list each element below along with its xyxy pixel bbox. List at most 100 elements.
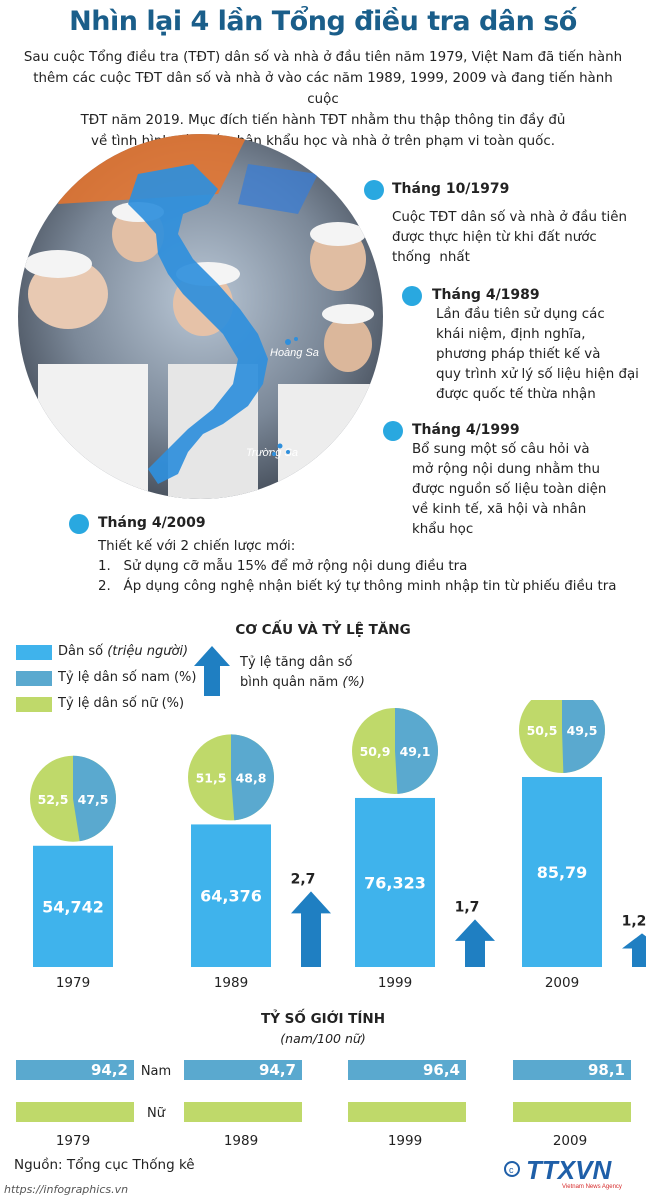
legend-growth: Tỷ lệ tăng dân số bình quân năm (%) xyxy=(240,653,365,693)
legend-female: Tỷ lệ dân số nữ (%) xyxy=(58,696,185,711)
timeline-dot-1989 xyxy=(402,286,422,306)
male-pct-label-1999: 49,1 xyxy=(400,744,431,759)
timeline-desc-2009: Thiết kế với 2 chiến lược mới: 1. Sử dụn… xyxy=(98,537,616,597)
ttxvn-logo: c TTXVN Vietnam News Agency xyxy=(502,1155,642,1195)
svg-text:Vietnam News Agency: Vietnam News Agency xyxy=(562,1184,622,1190)
growth-arrow-1989 xyxy=(291,891,331,967)
legend-male: Tỷ lệ dân số nam (%) xyxy=(58,670,197,685)
population-bar-1989 xyxy=(191,824,271,967)
population-bar-1979 xyxy=(33,845,113,967)
male-series-label: Nam xyxy=(141,1064,171,1079)
legend-growth-line1: Tỷ lệ tăng dân số xyxy=(240,655,353,670)
timeline-title-1979: Tháng 10/1979 xyxy=(392,181,510,197)
sex-ratio-section-title: TỶ SỐ GIỚI TÍNH xyxy=(260,1011,386,1027)
legend-population: Dân số (triệu người) xyxy=(58,644,188,659)
desc-line: Lần đầu tiên sử dụng các xyxy=(436,307,605,322)
female-ratio-bar-1999 xyxy=(348,1102,466,1122)
female-series-label: Nữ xyxy=(147,1106,166,1121)
sex-ratio-value-1989: 94,7 xyxy=(259,1061,296,1079)
desc-line: phương pháp thiết kế và xyxy=(436,347,601,362)
desc-line: khái niệm, định nghĩa, xyxy=(436,327,586,342)
timeline-dot-2009 xyxy=(69,514,89,534)
male-ratio-bar-1979 xyxy=(16,1060,134,1080)
sex-ratio-chart: 94,2 1979 94,7 1989 96,4 1999 98,1 2009 Nam Nữ xyxy=(16,1060,631,1149)
timeline-dot-1979 xyxy=(364,180,384,200)
sex-ratio-year-1999: 1999 xyxy=(388,1133,422,1149)
desc-item: 1. Sử dụng cỡ mẫu 15% để mở rộng nội dun… xyxy=(98,559,468,574)
growth-arrow-2009 xyxy=(622,933,646,967)
desc-line: mở rộng nội dung nhằm thu xyxy=(412,462,601,477)
male-ratio-bar-1989 xyxy=(184,1060,302,1080)
timeline-desc-1999: Bổ sung một số câu hỏi và mở rộng nội du… xyxy=(412,440,606,540)
timeline-desc-1979: Cuộc TĐT dân số và nhà ở đầu tiên được t… xyxy=(392,208,627,268)
desc-line: được nguồn số liệu toàn diện xyxy=(412,482,607,497)
growth-arrow-legend-icon xyxy=(194,646,230,696)
population-value-1999: 76,323 xyxy=(364,873,426,892)
desc-line: về kinh tế, xã hội và nhân xyxy=(412,502,587,517)
male-pct-label-1979: 47,5 xyxy=(78,792,109,807)
vietnam-map-illustration: Hoàng Sa Trường Sa xyxy=(18,134,383,499)
timeline-title-1989: Tháng 4/1989 xyxy=(432,287,540,303)
population-bar-1999 xyxy=(355,797,435,967)
sex-ratio-value-1999: 96,4 xyxy=(423,1061,460,1079)
sex-ratio-section-subtitle: (nam/100 nữ) xyxy=(280,1031,366,1046)
sex-ratio-value-2009: 98,1 xyxy=(588,1061,625,1079)
intro-line: Sau cuộc Tổng điều tra (TĐT) dân số và n… xyxy=(23,50,623,65)
male-ratio-bar-1999 xyxy=(348,1060,466,1080)
population-value-1989: 64,376 xyxy=(200,887,262,906)
intro-text: Sau cuộc Tổng điều tra (TĐT) dân số và n… xyxy=(22,47,624,152)
legend-population-label: Dân số xyxy=(58,644,104,659)
legend-female-swatch xyxy=(16,697,52,712)
male-pie-slice-1979 xyxy=(73,755,116,842)
desc-line: thống nhất xyxy=(392,250,470,265)
desc-line: quy trình xử lý số liệu hiện đại xyxy=(436,367,639,382)
desc-line: Bổ sung một số câu hỏi và xyxy=(412,442,590,457)
legend-population-swatch xyxy=(16,645,52,660)
desc-line: được thực hiện từ khi đất nước xyxy=(392,230,597,245)
year-label-1999: 1999 xyxy=(378,975,412,991)
female-pct-label-1979: 52,5 xyxy=(38,792,69,807)
intro-line: TĐT năm 2019. Mục đích tiến hành TĐT nhằ… xyxy=(80,113,566,128)
growth-arrow-1999 xyxy=(455,919,495,967)
male-pie-slice-1989 xyxy=(231,734,275,821)
desc-item: 2. Áp dụng công nghệ nhận biết ký tự thô… xyxy=(98,579,617,594)
female-pct-label-1999: 50,9 xyxy=(360,744,391,759)
year-label-2009: 2009 xyxy=(545,975,579,991)
sex-ratio-year-2009: 2009 xyxy=(553,1133,587,1149)
legend-growth-unit: (%) xyxy=(342,675,365,690)
intro-line: về tình hình dân số, nhân khẩu học và nh… xyxy=(91,134,555,149)
male-ratio-bar-2009 xyxy=(513,1060,631,1080)
year-label-1979: 1979 xyxy=(56,975,90,991)
female-ratio-bar-1979 xyxy=(16,1102,134,1122)
legend-growth-line2: bình quân năm (%) xyxy=(240,673,365,693)
svg-text:c: c xyxy=(509,1165,514,1175)
desc-line: Thiết kế với 2 chiến lược mới: xyxy=(98,539,296,554)
female-pct-label-2009: 50,5 xyxy=(527,723,558,738)
legend-population-unit: (triệu người) xyxy=(107,644,189,659)
truong-sa-label: Trường Sa xyxy=(246,447,298,459)
population-bar-2009 xyxy=(522,777,602,967)
hoang-sa-label: Hoàng Sa xyxy=(270,347,319,359)
intro-line: thêm các cuộc TĐT dân số và nhà ở vào cá… xyxy=(33,71,613,107)
male-pie-slice-2009 xyxy=(562,700,605,773)
legend-male-swatch xyxy=(16,671,52,686)
population-value-1979: 54,742 xyxy=(42,897,104,916)
source-note: Nguồn: Tổng cục Thống kê xyxy=(14,1157,195,1173)
crowd-photo-with-map: Hoàng Sa Trường Sa xyxy=(18,134,383,499)
desc-line: được quốc tế thừa nhận xyxy=(436,387,596,402)
population-value-2009: 85,79 xyxy=(537,863,588,882)
timeline-dot-1999 xyxy=(383,421,403,441)
timeline-title-1999: Tháng 4/1999 xyxy=(412,422,520,438)
source-url[interactable]: https://infographics.vn xyxy=(4,1183,129,1196)
timeline-desc-1989: Lần đầu tiên sử dụng các khái niệm, định… xyxy=(436,305,639,405)
sex-ratio-value-1979: 94,2 xyxy=(91,1061,128,1079)
growth-value-1999: 1,7 xyxy=(455,899,480,915)
svg-text:TTXVN: TTXVN xyxy=(526,1155,612,1185)
growth-value-1989: 2,7 xyxy=(291,871,316,887)
male-pie-slice-1999 xyxy=(395,707,438,794)
male-pct-label-1989: 48,8 xyxy=(236,770,267,785)
female-ratio-bar-2009 xyxy=(513,1102,631,1122)
female-pct-label-1989: 51,5 xyxy=(196,770,227,785)
timeline-title-2009: Tháng 4/2009 xyxy=(98,515,206,531)
desc-line: khẩu học xyxy=(412,522,474,537)
